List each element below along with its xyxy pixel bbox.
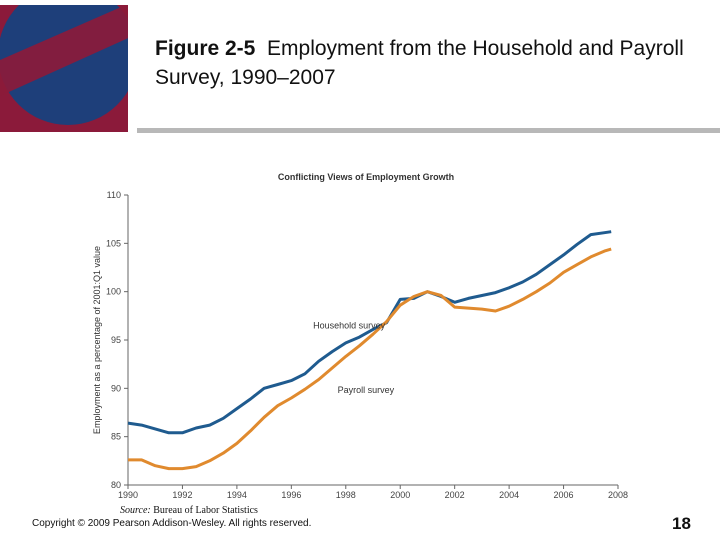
x-tick-label: 1994 xyxy=(227,490,247,500)
y-tick-label: 90 xyxy=(111,383,121,393)
figure-label: Figure 2-5 xyxy=(155,37,256,60)
source-note: Source: Bureau of Labor Statistics xyxy=(120,505,258,516)
series-annotation: Household survey xyxy=(313,320,386,330)
series-annotation: Payroll survey xyxy=(338,385,395,395)
employment-chart: Conflicting Views of Employment Growth E… xyxy=(88,165,628,505)
payroll-survey-line xyxy=(128,247,612,471)
household-survey-line xyxy=(127,230,612,435)
x-tick-label: 1992 xyxy=(172,490,192,500)
chart-title: Conflicting Views of Employment Growth xyxy=(278,172,454,182)
y-tick-label: 100 xyxy=(106,287,121,297)
y-tick-label: 85 xyxy=(111,432,121,442)
x-tick-label: 2006 xyxy=(554,490,574,500)
x-tick-label: 2002 xyxy=(445,490,465,500)
slide-number: 18 xyxy=(672,514,691,533)
figure-title-text: Employment from the Household and Payrol… xyxy=(155,37,684,89)
y-tick-label: 95 xyxy=(111,335,121,345)
title-divider xyxy=(137,128,720,133)
corner-logo-graphic xyxy=(0,0,138,132)
y-tick-label: 105 xyxy=(106,238,121,248)
x-tick-label: 1998 xyxy=(336,490,356,500)
x-tick-label: 1996 xyxy=(281,490,301,500)
y-axis-label: Employment as a percentage of 2001:Q1 va… xyxy=(92,246,102,434)
slide-title: Figure 2-5 Employment from the Household… xyxy=(155,34,705,92)
copyright-text: Copyright © 2009 Pearson Addison-Wesley.… xyxy=(32,518,312,529)
y-tick-label: 110 xyxy=(107,190,121,200)
x-tick-label: 2004 xyxy=(499,490,519,500)
source-label: Source: xyxy=(120,505,151,516)
x-tick-label: 2008 xyxy=(608,490,628,500)
source-text: Bureau of Labor Statistics xyxy=(153,505,258,516)
x-tick-label: 2000 xyxy=(390,490,410,500)
y-tick-label: 80 xyxy=(111,480,121,490)
x-tick-label: 1990 xyxy=(118,490,138,500)
